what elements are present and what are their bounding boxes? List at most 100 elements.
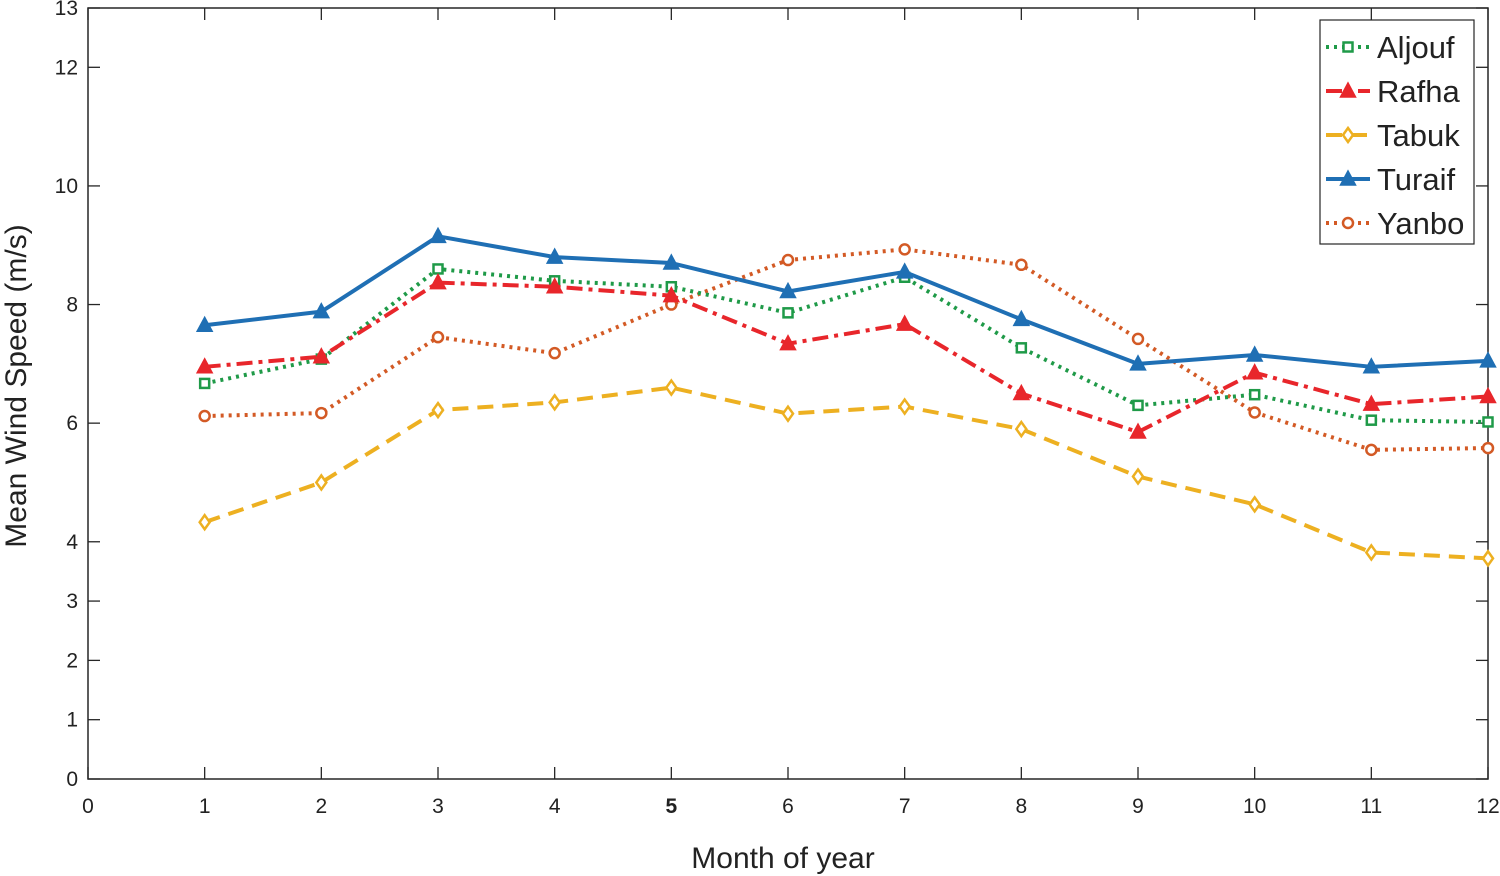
series-yanbo xyxy=(198,243,1495,457)
x-tick-label: 5 xyxy=(665,795,677,818)
legend-marker-aljouf xyxy=(1342,41,1354,53)
legend: Aljouf Rafha Tabuk Turaif Yanbo xyxy=(1319,19,1475,245)
y-tick-label: 2 xyxy=(66,649,78,672)
data-point-turaif xyxy=(779,281,797,299)
x-tick-label: 11 xyxy=(1360,795,1382,818)
x-tick-label: 0 xyxy=(82,795,94,818)
data-point-turaif xyxy=(312,302,331,319)
series-turaif xyxy=(195,226,1497,374)
y-tick-label: 3 xyxy=(66,590,78,613)
y-tick-label: 6 xyxy=(66,412,78,435)
y-axis-title: Mean Wind Speed (m/s) xyxy=(0,224,33,547)
data-point-yanbo xyxy=(548,346,561,360)
data-point-tabuk xyxy=(1248,495,1262,514)
legend-marker-tabuk xyxy=(1341,125,1355,145)
x-tick-label: 6 xyxy=(782,795,794,818)
data-point-turaif xyxy=(1362,357,1381,374)
data-point-yanbo xyxy=(1248,406,1261,419)
data-point-tabuk xyxy=(548,393,562,412)
data-point-rafha xyxy=(429,273,447,290)
data-point-rafha xyxy=(1129,422,1147,439)
x-tick-label: 3 xyxy=(432,795,444,818)
data-point-tabuk xyxy=(781,404,795,423)
data-point-rafha xyxy=(1012,383,1031,401)
data-point-turaif xyxy=(429,226,447,244)
legend-item-tabuk: Tabuk xyxy=(1326,118,1460,153)
data-point-turaif xyxy=(1245,345,1264,362)
data-point-tabuk xyxy=(314,473,328,492)
legend-marker-rafha xyxy=(1339,81,1357,98)
x-tick-labels: 0 1 2 3 4 5 6 7 8 9 10 11 12 xyxy=(82,795,1500,818)
legend-item-rafha: Rafha xyxy=(1326,74,1460,109)
data-point-aljouf xyxy=(1482,416,1494,428)
data-point-tabuk xyxy=(1014,419,1028,439)
x-tick-label: 7 xyxy=(899,795,911,818)
series-line-tabuk xyxy=(204,385,1489,561)
x-tick-label: 4 xyxy=(549,795,561,818)
data-point-aljouf xyxy=(432,263,444,275)
data-point-tabuk xyxy=(431,400,445,420)
y-tick-label: 1 xyxy=(66,709,78,732)
y-tick-label: 12 xyxy=(55,56,78,79)
data-point-aljouf xyxy=(198,377,211,390)
data-point-rafha xyxy=(545,277,564,294)
y-tick-label: 13 xyxy=(55,0,78,20)
data-point-tabuk xyxy=(1131,467,1145,486)
legend-label-rafha: Rafha xyxy=(1377,74,1460,109)
series-rafha xyxy=(195,273,1497,439)
data-point-turaif xyxy=(1129,354,1147,371)
legend-item-turaif: Turaif xyxy=(1326,162,1455,197)
y-tick-label: 8 xyxy=(66,294,78,317)
legend-marker-yanbo xyxy=(1341,216,1355,230)
plot-area xyxy=(87,7,1489,780)
data-point-turaif xyxy=(895,262,914,279)
data-point-turaif xyxy=(195,315,214,333)
data-point-aljouf xyxy=(1248,388,1261,401)
data-point-rafha xyxy=(1479,386,1497,404)
x-tick-label: 9 xyxy=(1132,795,1144,818)
data-point-rafha xyxy=(312,347,331,364)
data-point-yanbo xyxy=(431,330,445,344)
data-point-turaif xyxy=(1479,351,1497,368)
data-point-rafha xyxy=(779,334,797,351)
x-axis-title: Month of year xyxy=(691,842,874,875)
data-point-turaif xyxy=(1012,309,1031,327)
data-point-yanbo xyxy=(781,253,795,267)
data-point-yanbo xyxy=(898,243,911,256)
x-tick-label: 12 xyxy=(1476,795,1499,818)
data-point-rafha xyxy=(195,357,214,374)
data-point-aljouf xyxy=(1365,414,1378,426)
legend-label-aljouf: Aljouf xyxy=(1377,30,1455,65)
legend-label-tabuk: Tabuk xyxy=(1377,118,1460,153)
data-point-rafha xyxy=(1362,394,1381,411)
data-point-yanbo xyxy=(1365,443,1378,457)
series-line-yanbo xyxy=(204,247,1489,452)
data-point-yanbo xyxy=(1131,332,1145,346)
series-line-turaif xyxy=(204,234,1489,369)
data-point-turaif xyxy=(545,247,564,264)
data-point-rafha xyxy=(895,314,914,331)
series-tabuk xyxy=(198,378,1495,568)
series-line-aljouf xyxy=(204,266,1489,424)
series-line-rafha xyxy=(204,280,1489,435)
series-layer xyxy=(195,226,1497,568)
legend-item-yanbo: Yanbo xyxy=(1326,206,1464,241)
data-point-turaif xyxy=(662,253,681,270)
data-point-tabuk xyxy=(198,513,212,532)
axis-ticks xyxy=(87,7,1489,780)
data-point-tabuk xyxy=(1481,549,1495,568)
data-point-rafha xyxy=(662,286,681,303)
x-tick-label: 2 xyxy=(315,795,327,818)
data-point-tabuk xyxy=(664,378,678,397)
data-point-yanbo xyxy=(1015,258,1028,272)
y-tick-label: 10 xyxy=(55,175,78,198)
data-point-aljouf xyxy=(1015,342,1028,354)
data-point-tabuk xyxy=(1364,543,1378,562)
legend-marker-turaif xyxy=(1339,169,1357,186)
data-point-rafha xyxy=(1245,363,1264,380)
y-tick-label: 0 xyxy=(66,768,78,791)
x-tick-label: 1 xyxy=(199,795,211,818)
legend-item-aljouf: Aljouf xyxy=(1326,30,1455,65)
